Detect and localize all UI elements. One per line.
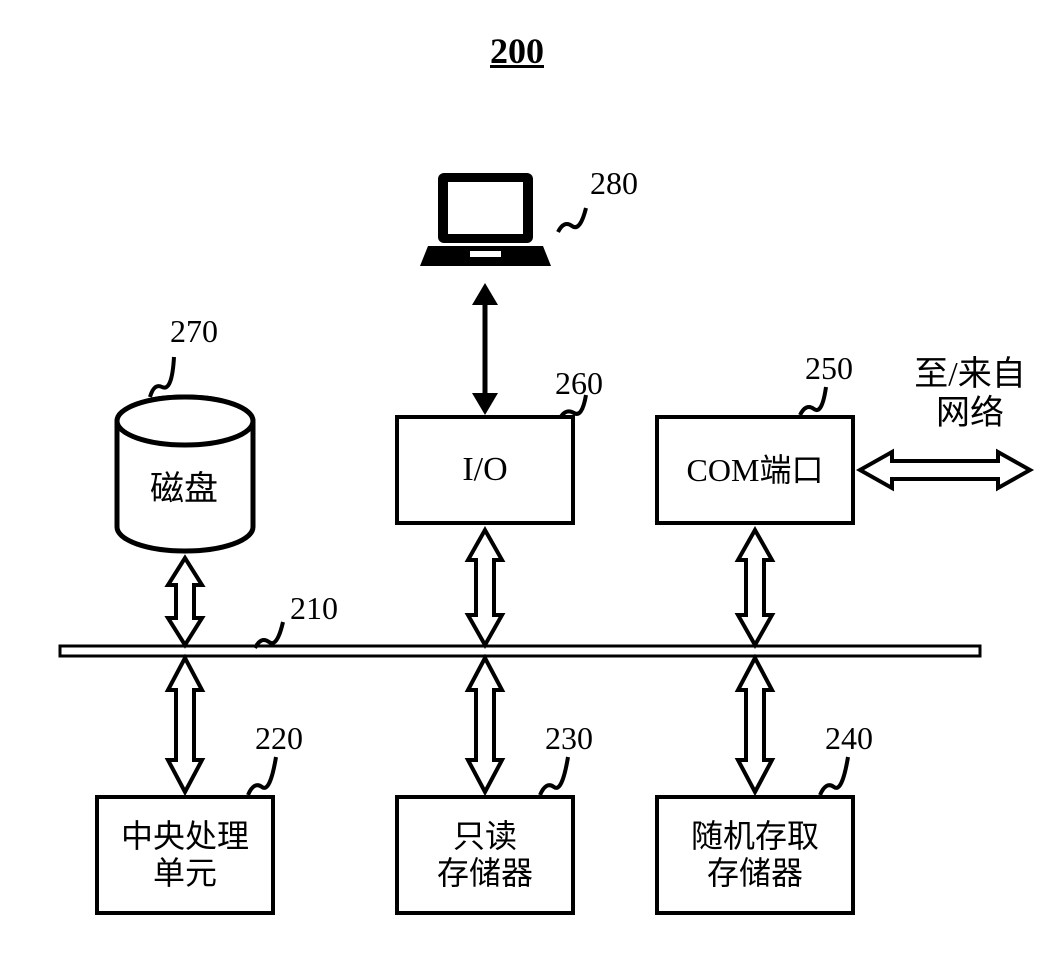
arrow-laptop-io <box>472 283 498 415</box>
squiggle-240 <box>820 757 848 795</box>
arrow-ram-bus <box>738 658 772 792</box>
diagram-canvas: 200 280 磁盘 270 I/O 260 COM端口 250 中央处理 单元… <box>0 0 1046 959</box>
squiggle-250 <box>800 387 826 415</box>
squiggle-260 <box>560 395 586 418</box>
arrow-cpu-bus <box>168 658 202 792</box>
squiggle-280 <box>558 208 586 232</box>
arrow-io-bus <box>468 530 502 645</box>
arrows-layer <box>0 0 1046 959</box>
squiggle-230 <box>540 757 568 795</box>
arrow-disk-bus <box>168 558 202 645</box>
arrow-com-bus <box>738 530 772 645</box>
arrow-com-network <box>860 452 1030 488</box>
squiggle-220 <box>248 757 276 795</box>
squiggle-210 <box>255 622 283 648</box>
squiggle-270 <box>150 357 174 397</box>
arrow-rom-bus <box>468 658 502 792</box>
